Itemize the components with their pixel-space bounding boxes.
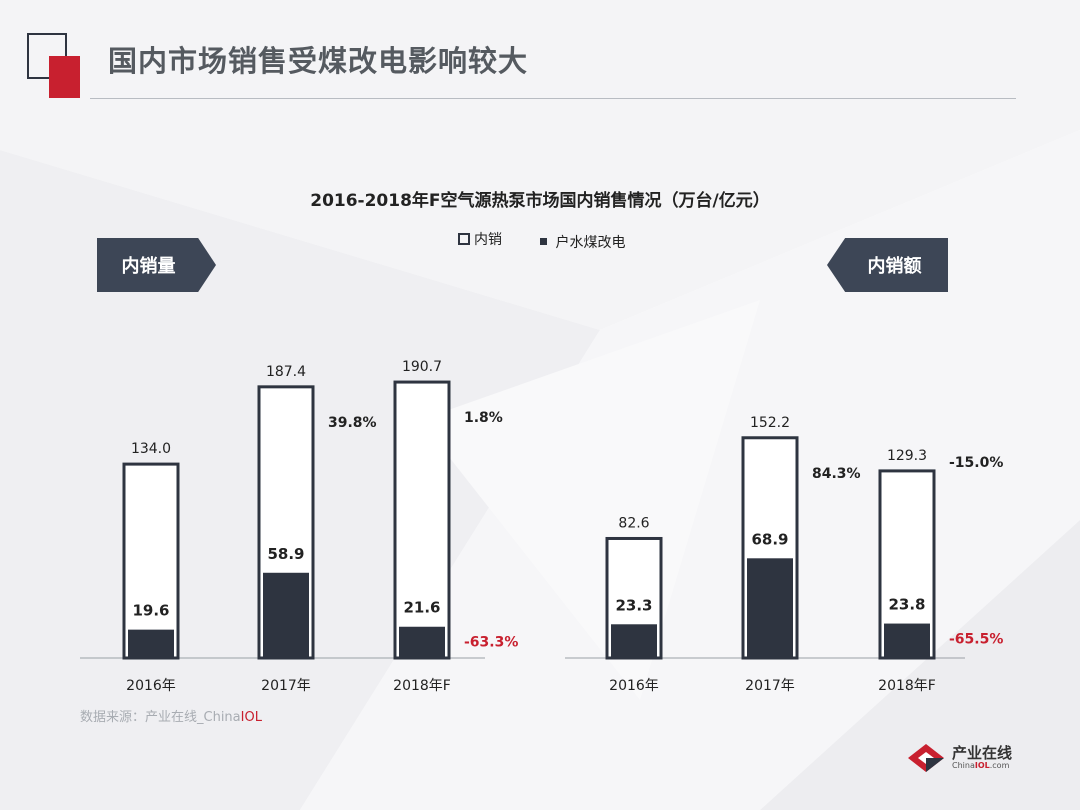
chart-title: 2016-2018年F空气源热泵市场国内销售情况（万台/亿元） (310, 191, 770, 211)
data-source: 数据来源：产业在线_ChinaIOL (80, 706, 262, 725)
bar-total (393, 380, 451, 660)
growth-label-total: 1.8% (464, 410, 503, 426)
data-label-total: 152.2 (750, 415, 790, 431)
chinaiol-logo-icon (908, 744, 944, 772)
legend-item-total: 内销 (458, 229, 502, 249)
x-tick-label: 2016年 (609, 678, 659, 694)
bar-coal-to-electric (128, 629, 174, 658)
x-tick-label: 2018年F (393, 678, 451, 694)
growth-label-coal: -63.3% (464, 635, 518, 651)
panel-tag-value: 内销额 (827, 238, 948, 292)
legend-item-coal: 户水煤改电 (540, 232, 625, 252)
bar-coal-to-electric (263, 572, 309, 658)
chart-legend: 内销 户水煤改电 (458, 229, 659, 252)
title-decoration-red-block (49, 56, 80, 98)
legend-swatch-filled (540, 238, 548, 245)
source-text: 数据来源：产业在线_China (80, 710, 241, 725)
logo-url-highlight: IOL (974, 761, 990, 770)
bar-coal-to-electric (399, 626, 445, 658)
panel-tag-volume: 内销量 (97, 238, 216, 292)
growth-label-coal: -65.5% (949, 632, 1003, 648)
logo-url-suffix: .com (989, 761, 1010, 770)
x-tick-label: 2017年 (261, 678, 311, 694)
x-tick-label: 2017年 (745, 678, 795, 694)
data-label-coal: 23.3 (615, 596, 652, 614)
bar-coal-to-electric (884, 623, 930, 658)
data-label-total: 187.4 (266, 364, 306, 380)
growth-label-total: 39.8% (328, 415, 377, 431)
bar-total (122, 462, 180, 660)
data-label-coal: 23.8 (888, 596, 925, 614)
x-tick-label: 2018年F (878, 678, 936, 694)
logo-url: ChinaIOL.com (952, 761, 1009, 770)
title-divider (90, 98, 1016, 99)
source-highlight: IOL (240, 710, 262, 725)
data-label-coal: 68.9 (751, 530, 788, 548)
data-label-total: 190.7 (402, 359, 442, 375)
legend-swatch-outline (458, 233, 470, 245)
logo-name: 产业在线 (952, 744, 1013, 762)
data-label-coal: 58.9 (267, 545, 304, 563)
data-label-total: 129.3 (887, 448, 927, 464)
x-tick-label: 2016年 (126, 678, 176, 694)
data-label-total: 82.6 (618, 515, 649, 531)
bar-coal-to-electric (611, 624, 657, 658)
growth-label-total: 84.3% (812, 466, 861, 482)
data-label-coal: 19.6 (132, 602, 169, 620)
growth-label-total: -15.0% (949, 455, 1003, 471)
bar-coal-to-electric (747, 558, 793, 658)
legend-label-coal: 户水煤改电 (555, 234, 626, 251)
legend-label-total: 内销 (474, 232, 502, 248)
data-label-total: 134.0 (131, 441, 171, 457)
logo-url-prefix: China (952, 761, 975, 770)
page-title: 国内市场销售受煤改电影响较大 (108, 44, 529, 78)
data-label-coal: 21.6 (403, 599, 440, 617)
